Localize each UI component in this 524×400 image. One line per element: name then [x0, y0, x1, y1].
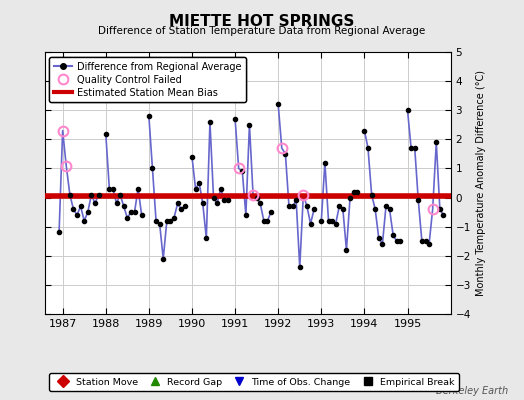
Text: Berkeley Earth: Berkeley Earth: [436, 386, 508, 396]
Legend: Difference from Regional Average, Quality Control Failed, Estimated Station Mean: Difference from Regional Average, Qualit…: [49, 57, 246, 102]
Legend: Station Move, Record Gap, Time of Obs. Change, Empirical Break: Station Move, Record Gap, Time of Obs. C…: [49, 373, 459, 391]
Y-axis label: Monthly Temperature Anomaly Difference (°C): Monthly Temperature Anomaly Difference (…: [476, 70, 486, 296]
Text: Difference of Station Temperature Data from Regional Average: Difference of Station Temperature Data f…: [99, 26, 425, 36]
Text: MIETTE HOT SPRINGS: MIETTE HOT SPRINGS: [169, 14, 355, 29]
